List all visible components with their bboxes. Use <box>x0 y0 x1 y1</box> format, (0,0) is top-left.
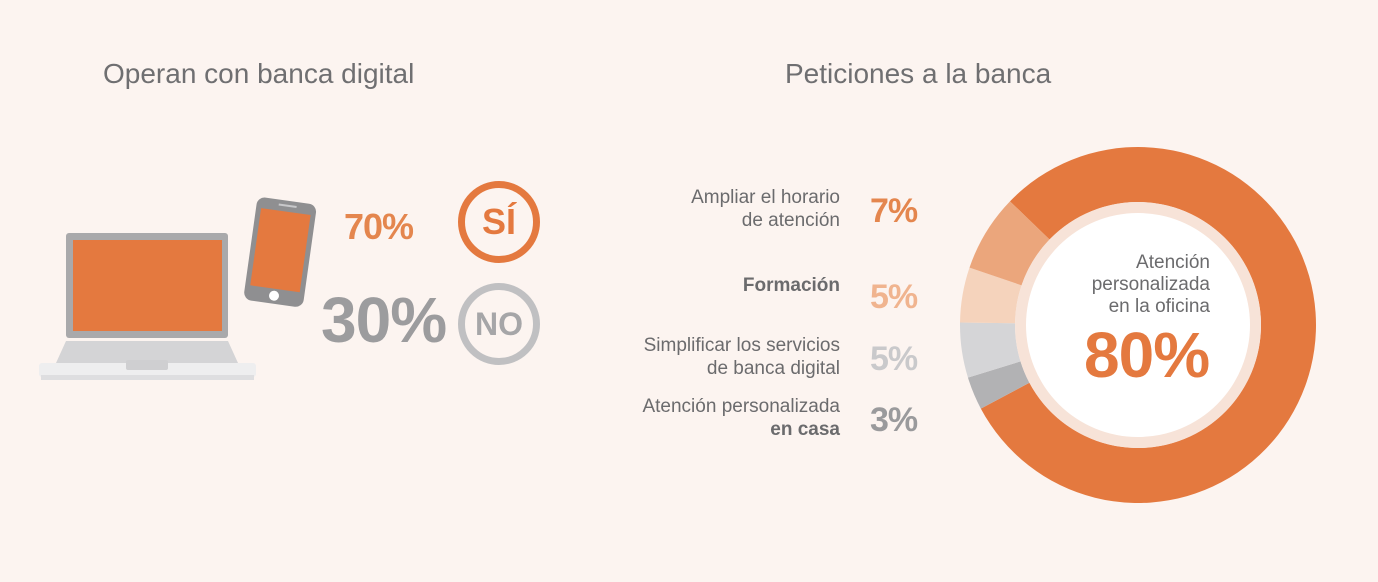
legend-label-line: en casa <box>770 419 840 440</box>
center-label: Atención personalizada en la oficina <box>1040 252 1210 318</box>
legend-label-line: Formación <box>742 275 840 296</box>
legend-label-line: Ampliar el horario <box>691 187 840 208</box>
no-badge: NO <box>458 283 540 365</box>
center-label-line: en la oficina <box>1108 296 1210 317</box>
legend-label-line: de banca digital <box>706 358 840 379</box>
legend-value: 5% <box>870 340 918 378</box>
legend-value: 7% <box>870 192 918 230</box>
yes-percentage: 70% <box>344 206 414 247</box>
donut-chart <box>960 147 1316 504</box>
center-value: 80% <box>1084 319 1210 391</box>
donut-slice <box>969 201 1050 286</box>
legend-label-line: Simplificar los servicios <box>643 335 840 356</box>
donut-slice <box>960 322 1021 378</box>
smartphone-icon <box>244 197 317 307</box>
no-badge-label: NO <box>475 305 523 342</box>
laptop-phone-illustration <box>39 197 317 380</box>
digital-banking-title: Operan con banca digital <box>103 58 415 89</box>
legend-value: 3% <box>870 401 918 439</box>
donut-center <box>1026 213 1250 437</box>
yes-badge-label: SÍ <box>481 201 516 242</box>
legend-label: Formación <box>580 274 840 297</box>
donut-slice <box>967 361 1030 409</box>
yes-badge: SÍ <box>458 181 540 263</box>
no-percentage: 30% <box>321 284 447 356</box>
laptop-icon <box>39 233 256 380</box>
legend-label: Simplificar los servicios de banca digita… <box>580 334 840 380</box>
donut-slice <box>980 147 1316 504</box>
donut-slice <box>960 267 1022 324</box>
center-label-line: Atención <box>1136 252 1210 273</box>
requests-title: Peticiones a la banca <box>785 58 1052 89</box>
legend-label-line: Atención personalizada <box>642 396 840 417</box>
legend-label: Atención personalizada en casa <box>580 395 840 441</box>
legend-value: 5% <box>870 278 918 316</box>
center-label-line: personalizada <box>1091 274 1210 295</box>
legend-label: Ampliar el horario de atención <box>580 186 840 232</box>
legend-label-line: de atención <box>741 210 840 231</box>
